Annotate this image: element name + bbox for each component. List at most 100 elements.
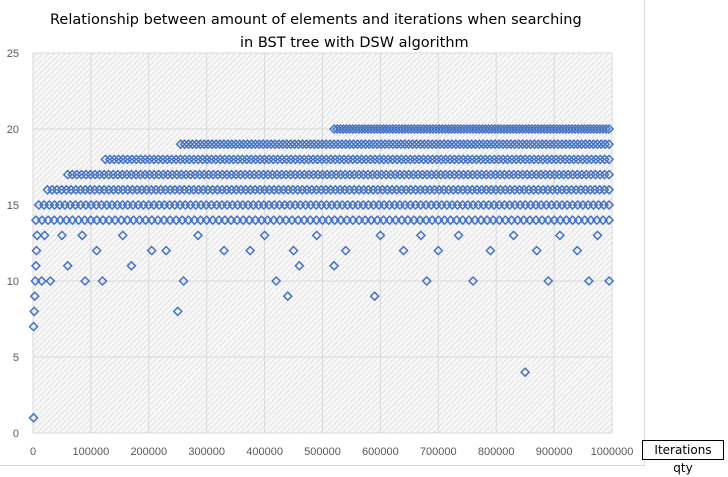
data-point — [285, 139, 296, 150]
data-point — [604, 184, 615, 195]
data-point — [62, 260, 73, 271]
data-point — [269, 139, 281, 150]
data-point — [596, 139, 607, 150]
data-point — [126, 260, 137, 271]
data-point — [146, 245, 157, 256]
data-point — [30, 260, 41, 271]
data-point — [242, 139, 253, 150]
data-point — [369, 291, 380, 302]
data-point — [541, 139, 552, 150]
x-tick-label: 100000 — [73, 446, 110, 458]
data-point — [305, 139, 316, 150]
data-point — [564, 139, 575, 150]
data-point — [259, 230, 270, 241]
data-point — [179, 139, 190, 150]
data-point — [568, 139, 579, 150]
data-point — [91, 245, 102, 256]
data-point — [383, 139, 395, 150]
data-point — [311, 230, 322, 241]
data-point — [604, 215, 615, 226]
x-tick-label: 700000 — [420, 446, 457, 458]
data-point — [583, 275, 594, 287]
data-point — [203, 139, 214, 150]
data-point — [588, 139, 599, 150]
data-point — [31, 245, 42, 256]
data-point — [191, 139, 202, 150]
data-point — [462, 139, 473, 150]
data-point — [482, 139, 493, 150]
data-point — [172, 306, 183, 317]
data-point — [584, 139, 595, 150]
data-point — [199, 139, 210, 150]
y-tick-label: 5 — [13, 352, 19, 364]
data-point — [222, 139, 233, 150]
data-point — [580, 139, 591, 150]
data-point — [56, 230, 68, 241]
data-point — [183, 139, 194, 150]
data-point — [117, 230, 128, 241]
data-point — [537, 139, 548, 150]
data-point — [329, 260, 340, 271]
x-tick-label: 500000 — [304, 446, 341, 458]
data-point — [533, 139, 544, 150]
data-point — [399, 139, 410, 150]
data-point — [467, 275, 479, 287]
data-point — [600, 139, 611, 150]
data-point — [344, 139, 355, 150]
data-point — [226, 139, 237, 150]
y-tick-label: 15 — [7, 200, 19, 212]
data-point — [450, 139, 461, 150]
data-point — [29, 306, 40, 317]
data-point — [218, 139, 229, 150]
data-point — [207, 139, 218, 150]
x-tick-label: 1000000 — [591, 446, 634, 458]
data-point — [604, 199, 615, 211]
data-point — [245, 245, 256, 256]
data-point — [28, 321, 39, 332]
data-point — [521, 139, 532, 150]
data-point — [419, 139, 430, 150]
data-point — [36, 275, 47, 287]
x-axis-label: Iterations qty — [642, 440, 724, 475]
data-point — [28, 412, 39, 423]
data-point — [446, 139, 457, 150]
data-point — [466, 139, 477, 150]
x-tick-label: 900000 — [536, 446, 573, 458]
data-point — [175, 139, 186, 150]
data-point — [80, 275, 91, 287]
data-point — [324, 139, 336, 150]
data-point — [297, 139, 308, 150]
data-point — [529, 139, 540, 150]
data-point — [431, 139, 442, 150]
data-point — [470, 139, 481, 150]
data-point — [309, 139, 320, 150]
y-tick-label: 0 — [13, 428, 19, 440]
data-point — [336, 139, 347, 150]
data-point — [379, 139, 391, 150]
data-point — [407, 139, 418, 150]
data-point — [474, 139, 485, 150]
data-point — [258, 139, 269, 150]
data-point — [415, 230, 426, 241]
data-point — [438, 139, 450, 150]
data-point — [187, 139, 198, 150]
data-point — [376, 139, 387, 150]
data-point — [421, 275, 432, 287]
data-point — [387, 139, 398, 150]
data-point — [39, 230, 50, 241]
data-point — [572, 139, 583, 150]
data-point — [313, 139, 324, 150]
data-point — [282, 291, 293, 302]
data-point — [509, 139, 520, 150]
data-point — [604, 154, 615, 165]
data-point — [423, 139, 434, 150]
data-point — [254, 139, 265, 150]
data-point — [332, 139, 343, 150]
data-point — [415, 139, 426, 150]
data-point — [454, 139, 465, 150]
data-point — [554, 230, 565, 241]
data-point — [271, 275, 282, 287]
data-point — [560, 139, 571, 150]
